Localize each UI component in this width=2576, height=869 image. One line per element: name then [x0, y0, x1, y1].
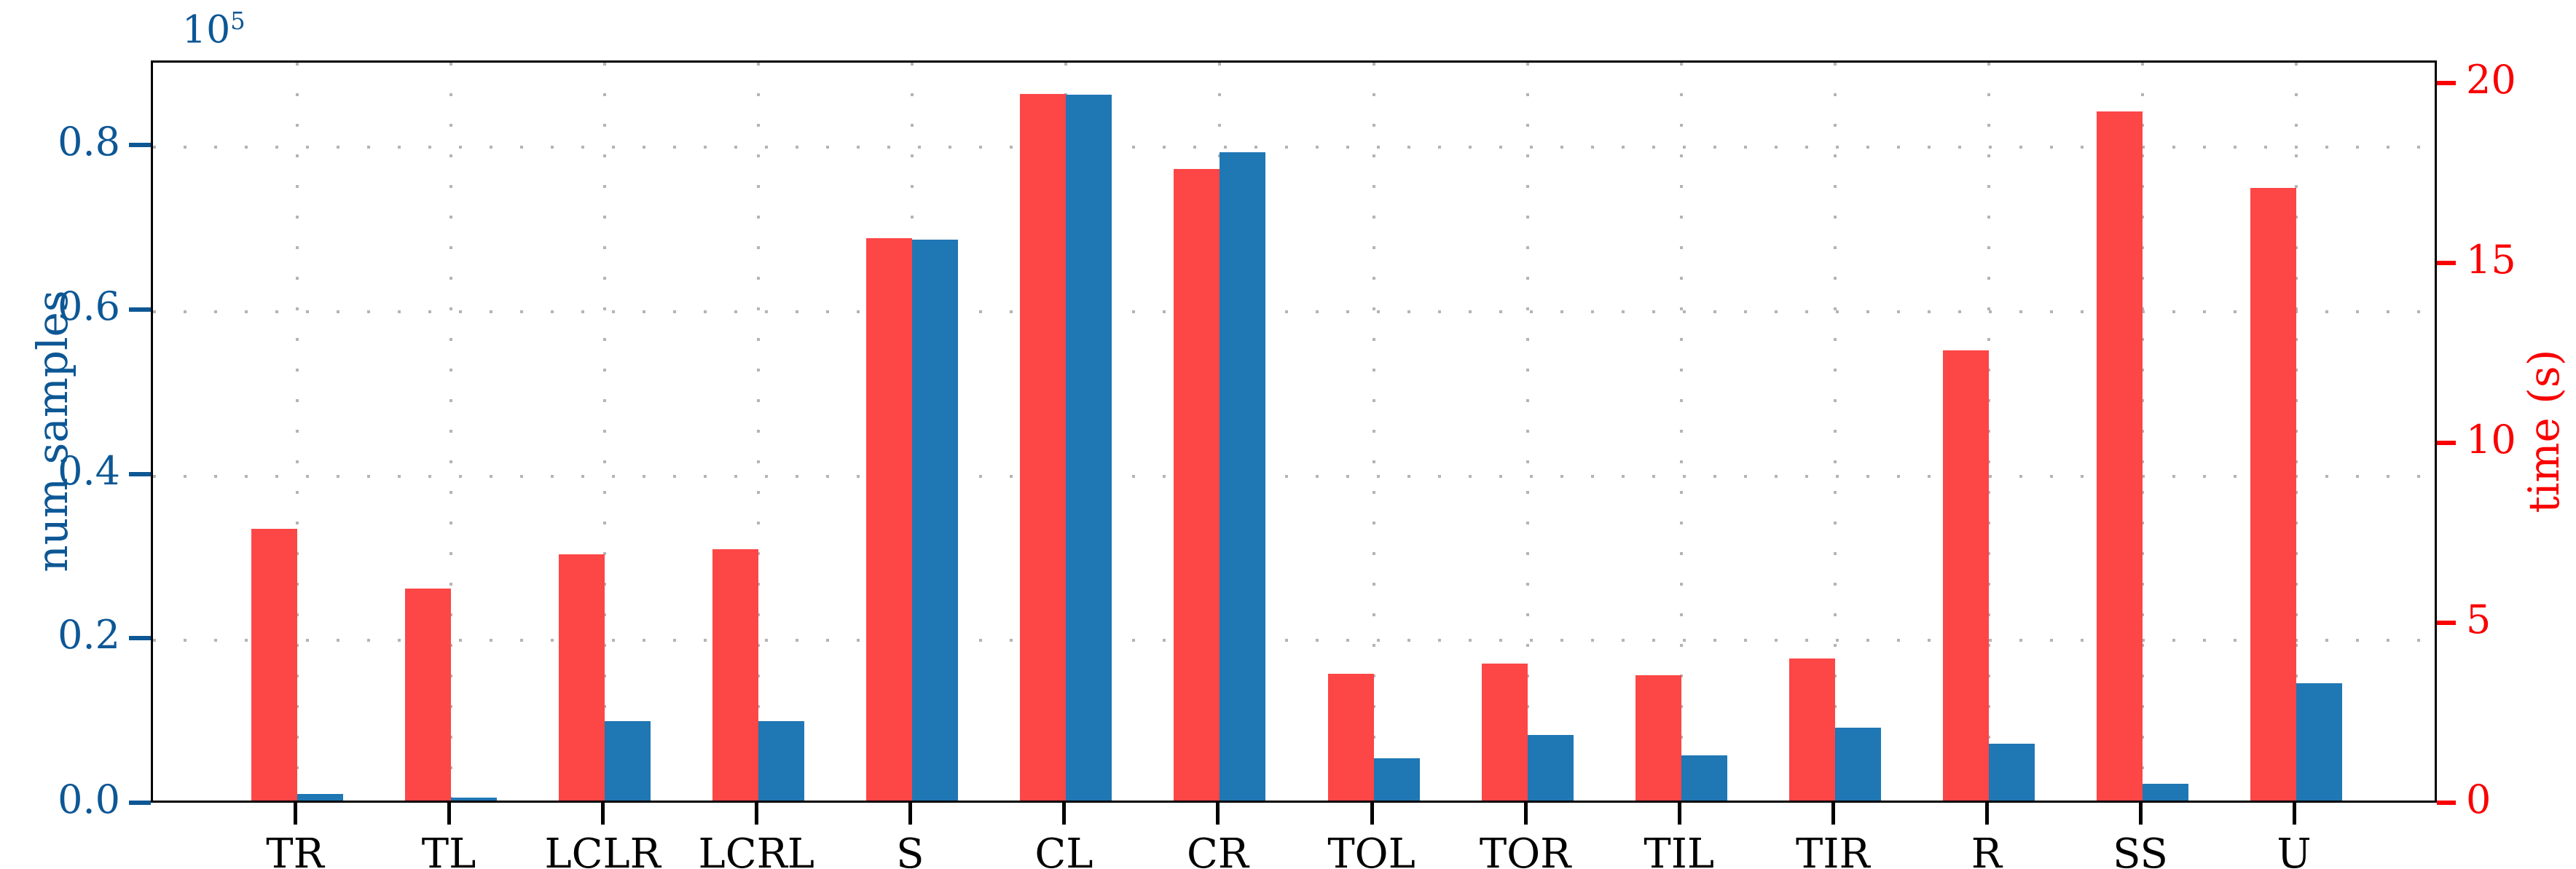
left-tick-mark [129, 636, 151, 641]
left-axis-label: num samples [28, 290, 77, 573]
samples-bar-CL [1066, 94, 1112, 801]
left-tick-mark [129, 801, 151, 805]
x-tick-label-LCLR: LCLR [544, 830, 661, 869]
time-bar-U [2250, 188, 2297, 801]
vertical-gridline [449, 63, 453, 801]
x-tick-label-TOL: TOL [1327, 830, 1415, 869]
vertical-gridline [1679, 63, 1683, 801]
left-axis-offset-text: 105 [182, 7, 246, 52]
vertical-gridline [1525, 63, 1529, 801]
x-tick-mark [1984, 803, 1989, 825]
time-bar-TOL [1327, 674, 1374, 801]
right-tick-mark [2437, 261, 2456, 266]
right-tick-label: 10 [2466, 417, 2516, 463]
x-tick-mark [601, 803, 605, 825]
plot-area [151, 60, 2437, 803]
horizontal-gridline [153, 146, 2435, 149]
samples-bar-CR [1220, 152, 1266, 801]
x-tick-mark [908, 803, 913, 825]
samples-bar-TOR [1527, 734, 1574, 801]
samples-bar-LCLR [605, 720, 651, 801]
x-tick-label-LCRL: LCRL [698, 830, 814, 869]
x-tick-label-TIL: TIL [1644, 830, 1715, 869]
right-tick-mark [2437, 441, 2456, 446]
time-bar-TIR [1788, 658, 1835, 801]
vertical-gridline [1372, 63, 1375, 801]
vertical-gridline [1833, 63, 1837, 801]
time-bar-CR [1174, 169, 1220, 801]
time-bar-LCLR [559, 554, 605, 801]
x-tick-mark [447, 803, 452, 825]
x-tick-mark [2138, 803, 2143, 825]
right-tick-mark [2437, 801, 2456, 805]
left-tick-mark [129, 143, 151, 148]
x-tick-mark [1062, 803, 1067, 825]
horizontal-gridline [153, 474, 2435, 478]
horizontal-gridline [153, 639, 2435, 642]
x-tick-mark [755, 803, 759, 825]
x-tick-mark [1523, 803, 1528, 825]
x-tick-mark [1677, 803, 1681, 825]
vertical-gridline [603, 63, 607, 801]
samples-bar-TR [297, 793, 343, 801]
samples-bar-TL [451, 797, 498, 801]
vertical-gridline [757, 63, 761, 801]
samples-bar-U [2296, 683, 2343, 801]
time-bar-TOR [1481, 663, 1528, 801]
x-tick-label-TR: TR [266, 830, 324, 869]
time-bar-R [1942, 350, 1989, 801]
left-tick-mark [129, 307, 151, 312]
vertical-gridline [296, 63, 299, 801]
samples-bar-TIL [1681, 755, 1727, 801]
vertical-gridline [1987, 63, 1990, 801]
right-tick-mark [2437, 81, 2456, 86]
x-tick-label-R: R [1971, 830, 2002, 869]
x-tick-mark [1216, 803, 1220, 825]
right-tick-label: 5 [2466, 597, 2491, 643]
time-bar-TR [251, 529, 297, 801]
x-tick-label-S: S [896, 830, 924, 869]
x-tick-label-SS: SS [2113, 830, 2168, 869]
time-bar-SS [2096, 111, 2143, 801]
left-tick-label: 0.0 [58, 776, 120, 822]
x-tick-mark [1370, 803, 1374, 825]
samples-bar-TIR [1834, 727, 1881, 801]
samples-bar-LCRL [758, 720, 805, 801]
x-tick-mark [1831, 803, 1835, 825]
right-tick-label: 15 [2466, 237, 2516, 283]
x-tick-label-TL: TL [421, 830, 476, 869]
x-tick-label-CL: CL [1034, 830, 1093, 869]
time-bar-S [866, 237, 913, 801]
left-tick-label: 0.4 [58, 447, 120, 494]
right-tick-label: 0 [2466, 776, 2491, 822]
left-tick-mark [129, 471, 151, 476]
x-tick-label-TIR: TIR [1795, 830, 1870, 869]
right-tick-label: 20 [2466, 57, 2516, 103]
samples-bar-S [912, 240, 959, 801]
x-tick-label-U: U [2277, 830, 2312, 869]
left-tick-label: 0.6 [58, 283, 120, 329]
samples-bar-R [1988, 744, 2035, 801]
left-tick-label: 0.8 [58, 119, 120, 165]
vertical-gridline [2140, 63, 2144, 801]
time-bar-LCRL [712, 549, 759, 801]
horizontal-gridline [153, 310, 2435, 313]
x-tick-label-CR: CR [1186, 830, 1249, 869]
time-bar-TL [405, 589, 452, 801]
samples-bar-SS [2142, 784, 2188, 801]
time-bar-CL [1020, 93, 1067, 801]
x-tick-label-TOR: TOR [1479, 830, 1571, 869]
left-tick-label: 0.2 [58, 612, 120, 658]
x-tick-mark [294, 803, 297, 825]
vertical-gridline [2295, 63, 2298, 801]
samples-bar-TOL [1373, 758, 1420, 801]
time-bar-TIL [1635, 675, 1681, 801]
x-tick-mark [2293, 803, 2297, 825]
right-axis-label: time (s) [2519, 349, 2569, 514]
right-tick-mark [2437, 621, 2456, 626]
